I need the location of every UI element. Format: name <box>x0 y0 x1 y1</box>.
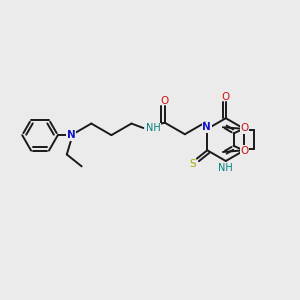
Text: O: O <box>222 92 230 101</box>
Text: O: O <box>240 123 248 134</box>
Text: S: S <box>189 159 196 169</box>
Text: O: O <box>240 146 248 156</box>
Text: O: O <box>160 96 169 106</box>
Text: NH: NH <box>146 123 160 133</box>
Text: N: N <box>67 130 76 140</box>
Text: NH: NH <box>218 163 233 172</box>
Text: N: N <box>202 122 211 132</box>
